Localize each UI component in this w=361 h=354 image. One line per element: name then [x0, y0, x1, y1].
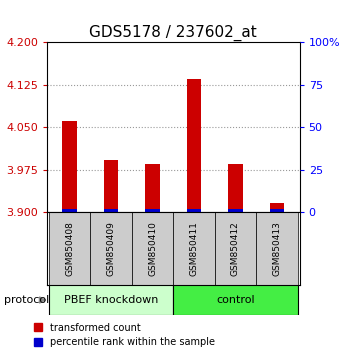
Text: GSM850410: GSM850410 [148, 221, 157, 276]
Text: GSM850408: GSM850408 [65, 221, 74, 276]
Bar [228, 209, 243, 212]
Bar [145, 164, 160, 212]
Bar [49, 212, 90, 285]
Title: GDS5178 / 237602_at: GDS5178 / 237602_at [90, 25, 257, 41]
Bar [104, 209, 118, 212]
Bar [132, 212, 173, 285]
Bar [145, 209, 160, 212]
Bar [90, 212, 132, 285]
Text: GSM850409: GSM850409 [106, 221, 116, 276]
Bar [270, 203, 284, 212]
Bar [173, 285, 297, 315]
Text: control: control [216, 295, 255, 305]
Bar [49, 285, 173, 315]
Text: PBEF knockdown: PBEF knockdown [64, 295, 158, 305]
Bar [187, 79, 201, 212]
Text: protocol: protocol [4, 295, 49, 305]
Bar [173, 212, 215, 285]
Text: GSM850413: GSM850413 [272, 221, 281, 276]
Bar [62, 121, 77, 212]
Text: GSM850411: GSM850411 [190, 221, 199, 276]
Legend: transformed count, percentile rank within the sample: transformed count, percentile rank withi… [34, 322, 215, 347]
Bar [187, 209, 201, 212]
Bar [228, 164, 243, 212]
Bar [270, 209, 284, 212]
Bar [62, 209, 77, 212]
Bar [215, 212, 256, 285]
Text: GSM850412: GSM850412 [231, 221, 240, 276]
Bar [104, 160, 118, 212]
Bar [256, 212, 297, 285]
